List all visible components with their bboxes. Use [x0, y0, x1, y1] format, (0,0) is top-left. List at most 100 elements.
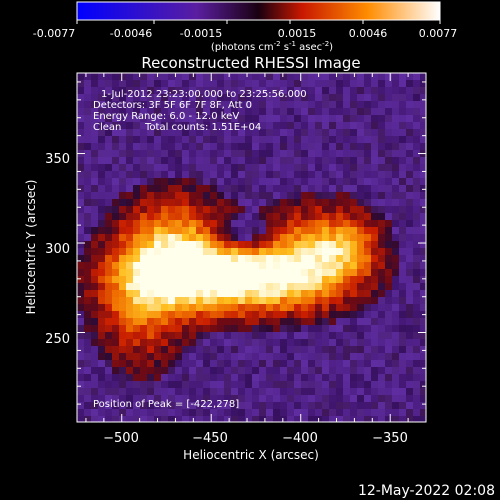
heatmap-cell: [399, 255, 407, 263]
heatmap-cell: [371, 248, 379, 256]
heatmap-cell: [259, 220, 267, 228]
heatmap-cell: [287, 346, 295, 354]
heatmap-cell: [245, 73, 253, 81]
heatmap-cell: [189, 283, 197, 291]
heatmap-cell: [77, 143, 85, 151]
heatmap-cell: [364, 402, 372, 410]
heatmap-cell: [371, 283, 379, 291]
heatmap-cell: [385, 185, 393, 193]
heatmap-cell: [364, 346, 372, 354]
heatmap-cell: [252, 381, 260, 389]
heatmap-cell: [392, 374, 400, 382]
heatmap-cell: [252, 143, 260, 151]
heatmap-cell: [175, 206, 183, 214]
heatmap-cell: [182, 360, 190, 368]
heatmap-cell: [84, 374, 92, 382]
heatmap-cell: [343, 227, 351, 235]
heatmap-cell: [378, 353, 386, 361]
heatmap-cell: [308, 129, 316, 137]
axis-ticks: [77, 73, 427, 422]
heatmap-cell: [189, 171, 197, 179]
heatmap-cell: [133, 269, 141, 277]
heatmap-cell: [280, 332, 288, 340]
heatmap-cell: [147, 178, 155, 186]
heatmap-cell: [196, 199, 204, 207]
heatmap-cell: [168, 416, 176, 422]
heatmap-cell: [308, 262, 316, 270]
heatmap-cell: [259, 178, 267, 186]
heatmap-cell: [378, 234, 386, 242]
heatmap-cell: [364, 262, 372, 270]
heatmap-cell: [126, 276, 134, 284]
heatmap-cell: [294, 150, 302, 158]
heatmap-cell: [196, 129, 204, 137]
colorbar-tick-label: 0.0077: [419, 27, 458, 40]
heatmap-cell: [84, 367, 92, 375]
heatmap-cell: [224, 80, 232, 88]
heatmap-cell: [392, 255, 400, 263]
heatmap-cell: [378, 115, 386, 123]
heatmap-cell: [175, 395, 183, 403]
heatmap-cell: [315, 122, 323, 130]
heatmap-cell: [378, 339, 386, 347]
heatmap-cell: [378, 360, 386, 368]
heatmap-cell: [315, 234, 323, 242]
heatmap-cell: [406, 178, 414, 186]
heatmap-cell: [154, 129, 162, 137]
heatmap-cell: [308, 297, 316, 305]
heatmap-cell: [364, 409, 372, 417]
heatmap-cell: [336, 248, 344, 256]
heatmap-cell: [126, 374, 134, 382]
heatmap-cell: [357, 416, 365, 422]
heatmap-cell: [189, 416, 197, 422]
heatmap-cell: [329, 304, 337, 312]
heatmap-cell: [413, 80, 421, 88]
heatmap-cell: [126, 87, 134, 95]
heatmap-cell: [84, 339, 92, 347]
heatmap-cell: [77, 325, 85, 333]
heatmap-cell: [154, 80, 162, 88]
heatmap-cell: [133, 416, 141, 422]
heatmap-cell: [392, 178, 400, 186]
heatmap-cell: [301, 129, 309, 137]
heatmap-cell: [84, 94, 92, 102]
heatmap-cell: [161, 381, 169, 389]
heatmap-cell: [210, 108, 218, 116]
heatmap-cell: [154, 136, 162, 144]
heatmap-cell: [105, 325, 113, 333]
heatmap-cell: [175, 87, 183, 95]
heatmap-cell: [280, 353, 288, 361]
heatmap-cell: [406, 283, 414, 291]
heatmap-cell: [343, 360, 351, 368]
heatmap-cell: [224, 332, 232, 340]
heatmap-cell: [420, 346, 426, 354]
heatmap-cell: [112, 129, 120, 137]
heatmap-cell: [224, 213, 232, 221]
heatmap-cell: [119, 276, 127, 284]
heatmap-cell: [266, 297, 274, 305]
heatmap-cell: [420, 227, 426, 235]
heatmap-cell: [252, 136, 260, 144]
heatmap-cell: [336, 192, 344, 200]
heatmap-cell: [301, 108, 309, 116]
heatmap-cell: [350, 150, 358, 158]
heatmap-cell: [357, 346, 365, 354]
heatmap-cell: [168, 304, 176, 312]
heatmap-cell: [308, 108, 316, 116]
heatmap-cell: [91, 178, 99, 186]
heatmap-cell: [98, 220, 106, 228]
heatmap-cell: [294, 318, 302, 326]
heatmap-cell: [364, 339, 372, 347]
heatmap-cell: [175, 402, 183, 410]
heatmap-cell: [119, 395, 127, 403]
heatmap-cell: [378, 416, 386, 422]
heatmap-cell: [112, 199, 120, 207]
heatmap-cell: [161, 248, 169, 256]
heatmap-cell: [126, 136, 134, 144]
heatmap-cell: [336, 73, 344, 81]
heatmap-cell: [231, 283, 239, 291]
heatmap-cell: [406, 388, 414, 396]
heatmap-cell: [420, 80, 426, 88]
heatmap-cell: [350, 157, 358, 165]
heatmap-cell: [420, 388, 426, 396]
